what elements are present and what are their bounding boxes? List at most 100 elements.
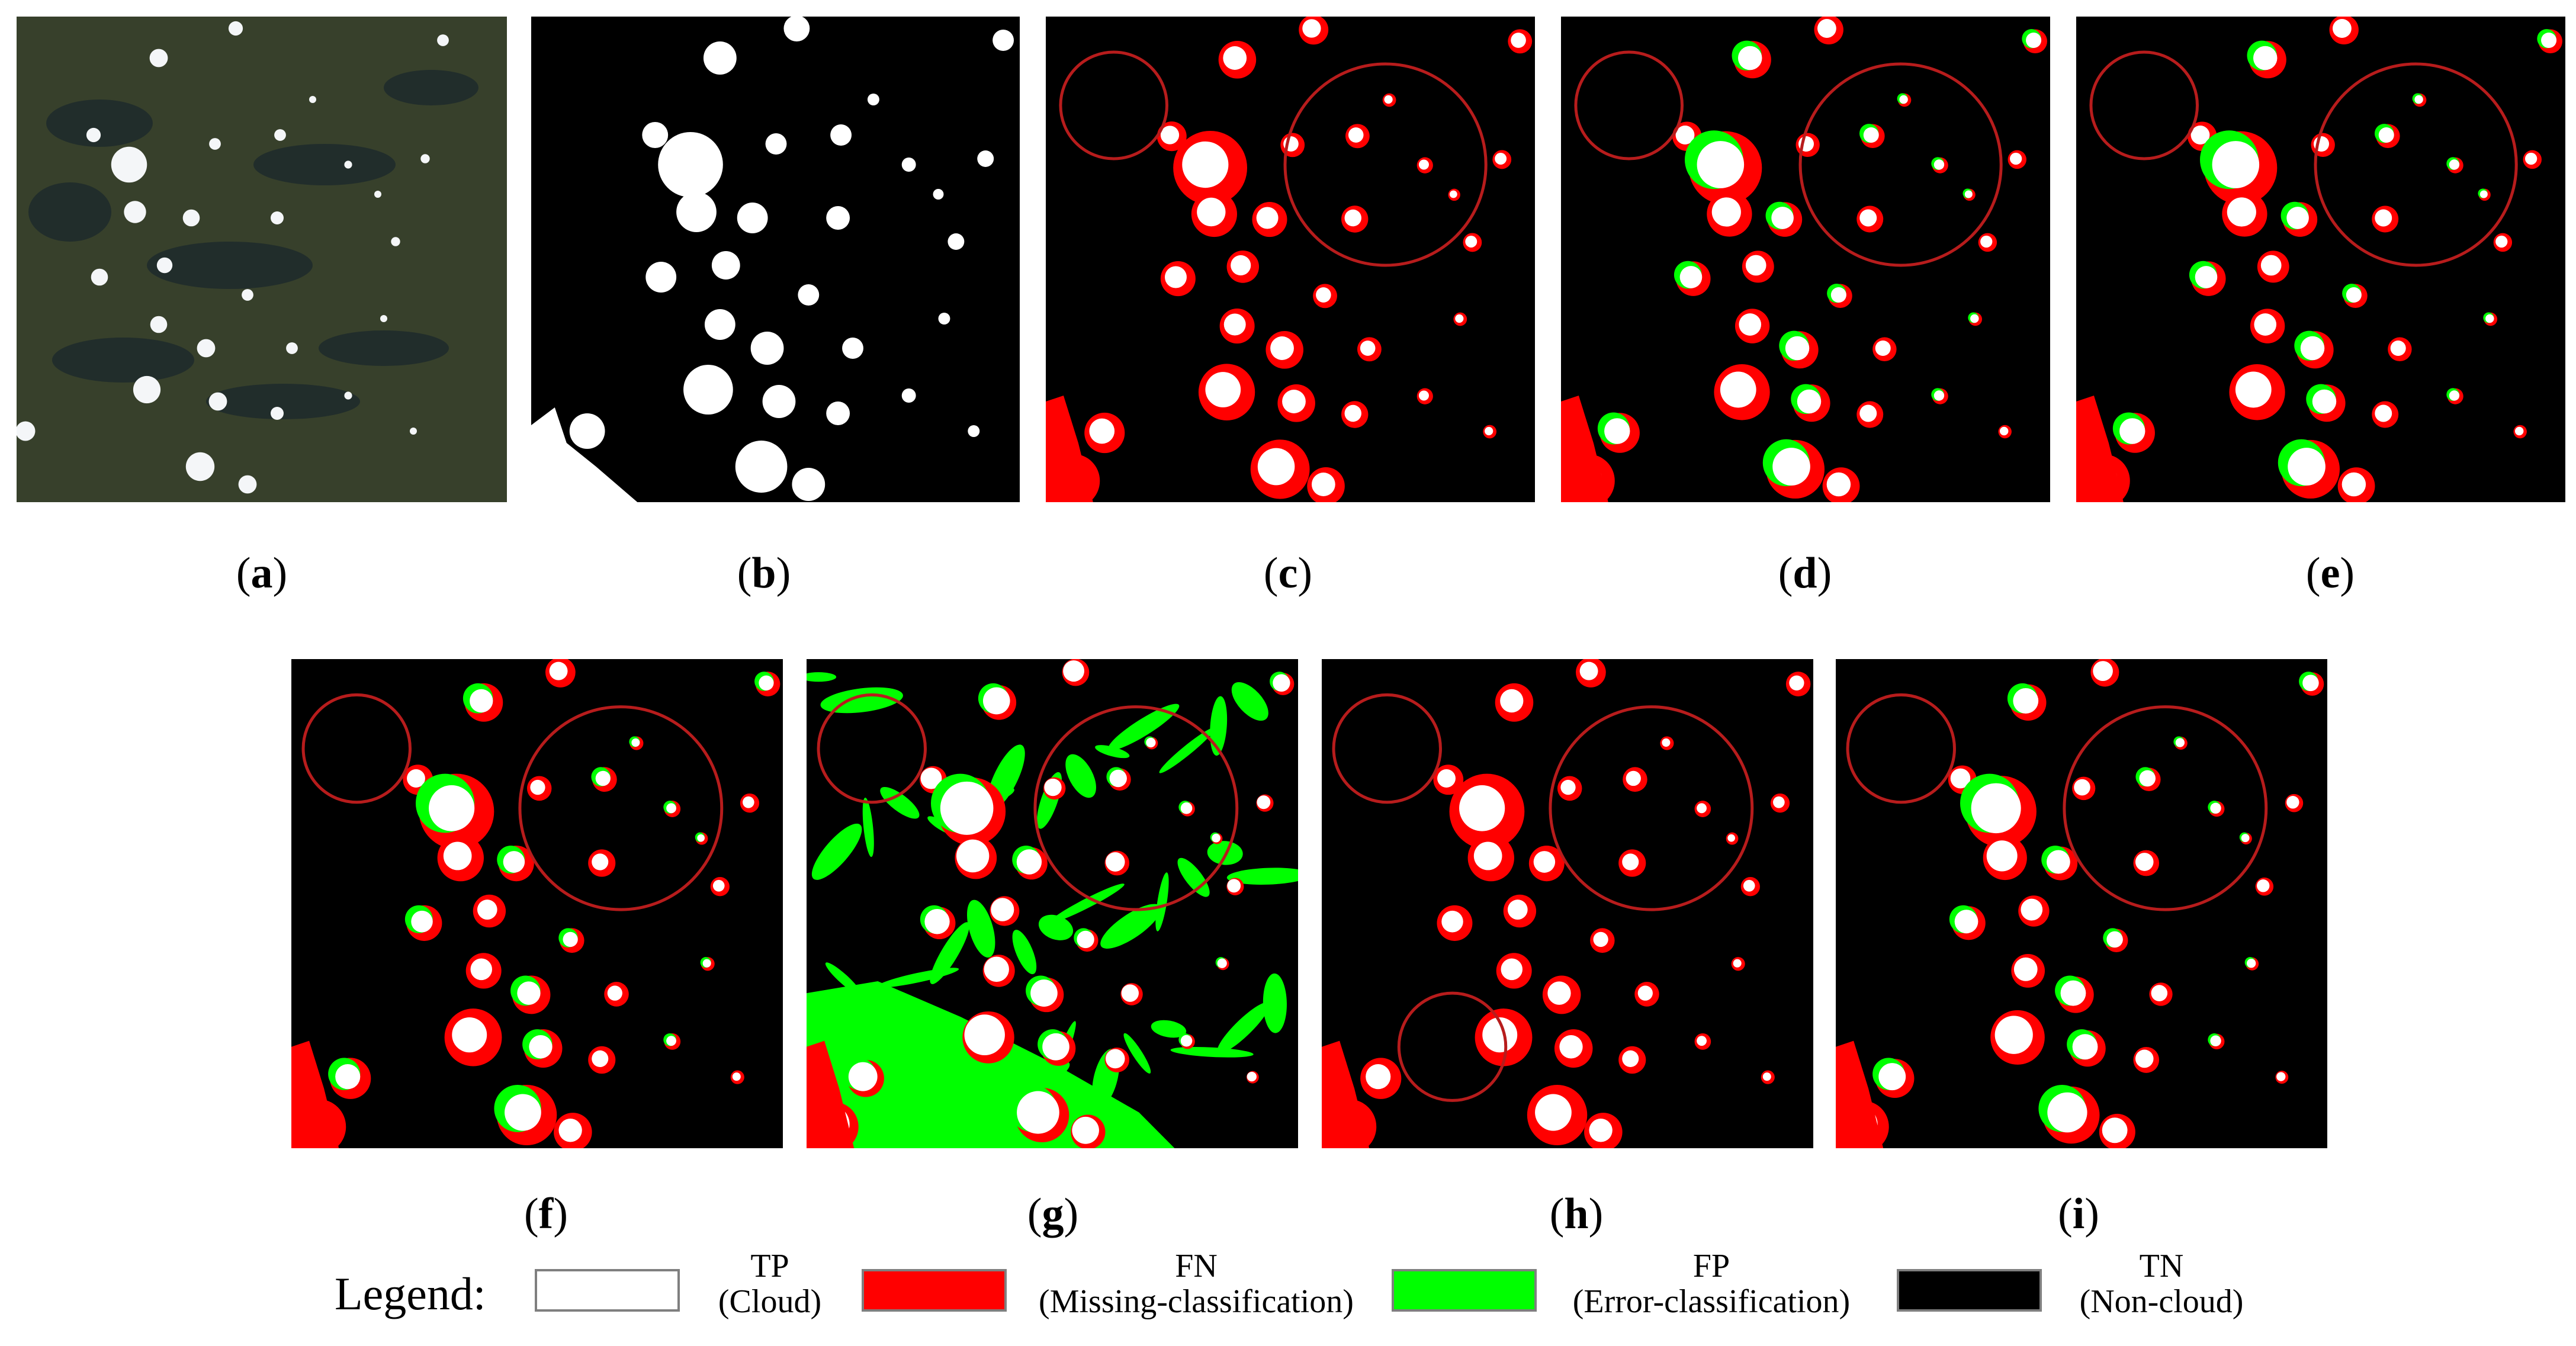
cloud-shape [111, 146, 147, 183]
paren-close: ) [776, 549, 791, 597]
legend-tp-desc: (Cloud) [718, 1283, 822, 1320]
tp-region [2375, 209, 2392, 227]
tp-region [2253, 46, 2278, 70]
tp-region [2312, 389, 2337, 414]
tp-region [1500, 689, 1524, 713]
tp-region [1675, 126, 1695, 144]
tp-region [1771, 207, 1794, 229]
cloud-mask-shape [683, 365, 733, 415]
tp-region [920, 767, 942, 789]
panel-g-svg [807, 659, 1298, 1148]
panel-i-error-map [1836, 659, 2327, 1148]
fp-region [1151, 1020, 1187, 1038]
tp-region [1679, 266, 1703, 288]
lake-shape [147, 242, 313, 289]
paren-close: ) [2340, 549, 2355, 597]
cloud-mask-shape [792, 468, 826, 501]
tp-region [1270, 336, 1294, 360]
tp-region [940, 781, 994, 835]
tp-region [1449, 190, 1457, 198]
tp-region [1344, 404, 1361, 422]
tp-region [1626, 770, 1641, 786]
tp-region [702, 959, 711, 968]
tp-region [666, 1036, 676, 1046]
fp-region [1123, 1033, 1151, 1074]
cloud-mask-shape [830, 124, 852, 146]
caption-f-letter: f [538, 1190, 554, 1238]
tp-region [1495, 153, 1507, 165]
tp-region [1182, 141, 1229, 188]
tp-region [2151, 985, 2168, 1001]
tp-region [1511, 33, 1526, 48]
cloud-mask-shape [842, 338, 863, 359]
tp-region [407, 769, 425, 788]
tp-region [1348, 127, 1364, 143]
tp-region [1697, 141, 1745, 188]
tp-region [964, 1014, 1005, 1055]
tp-region [1826, 472, 1851, 497]
cloud-shape [420, 154, 430, 163]
tp-region [2119, 418, 2145, 444]
panel-i-svg [1836, 659, 2324, 1148]
tp-region [2449, 159, 2460, 170]
legend-tp-abbr: TP [750, 1248, 789, 1284]
legend-swatch-fp [1392, 1269, 1537, 1312]
tp-region [477, 900, 497, 920]
tp-region [2235, 371, 2272, 408]
tp-region [335, 1064, 361, 1090]
fp-region [966, 900, 995, 958]
highlight-circle [518, 705, 724, 911]
cloud-shape [133, 375, 161, 404]
tp-region [1030, 979, 1058, 1007]
caption-a-letter: a [250, 549, 273, 597]
cloud-shape [410, 428, 417, 435]
fp-region [820, 687, 903, 714]
tp-region [2072, 1034, 2098, 1060]
fn-region [1322, 1040, 1370, 1148]
paren-open: ( [2058, 1190, 2073, 1238]
legend-tn-desc: (Non-cloud) [2079, 1283, 2244, 1320]
tp-region [1739, 313, 1762, 336]
tp-region [1223, 313, 1246, 336]
cloud-mask-shape [901, 158, 916, 172]
tp-region [1507, 900, 1528, 920]
cloud-mask-shape [569, 413, 605, 449]
tp-region [2013, 957, 2038, 981]
panel-b-svg [531, 17, 1014, 502]
caption-d: (d) [1746, 550, 1864, 597]
tp-region [2300, 336, 2325, 361]
tp-region [1593, 931, 1608, 947]
caption-h: (h) [1517, 1190, 1636, 1238]
tp-region [1197, 197, 1226, 227]
tp-region [470, 958, 493, 981]
cloud-shape [91, 268, 108, 286]
tp-region [1482, 1017, 1518, 1053]
tp-region [1994, 1016, 2033, 1054]
fp-region [1210, 696, 1228, 756]
cloud-shape [271, 407, 284, 420]
cloud-mask-shape [645, 262, 677, 293]
fp-region [1100, 904, 1161, 949]
tp-region [1063, 660, 1085, 682]
lake-shape [28, 182, 111, 242]
cloud-shape [124, 201, 146, 223]
fp-region [880, 787, 920, 819]
cloud-shape [185, 452, 215, 481]
fp-region [1095, 745, 1130, 759]
tp-region [1282, 390, 1306, 413]
tp-region [1859, 404, 1877, 422]
tp-region [1437, 769, 1456, 788]
highlight-circle [817, 693, 927, 804]
tp-region [411, 910, 433, 933]
tp-region [2013, 688, 2039, 714]
tp-region [984, 956, 1009, 982]
cloud-shape [374, 191, 381, 198]
fp-region [807, 981, 1175, 1148]
tp-region [1160, 126, 1180, 144]
panel-d-svg [1561, 17, 2047, 502]
tp-region [2047, 1092, 2087, 1133]
caption-c-letter: c [1278, 549, 1298, 597]
tp-region [1933, 390, 1945, 401]
lake-shape [319, 330, 449, 366]
tp-region [848, 1062, 878, 1091]
